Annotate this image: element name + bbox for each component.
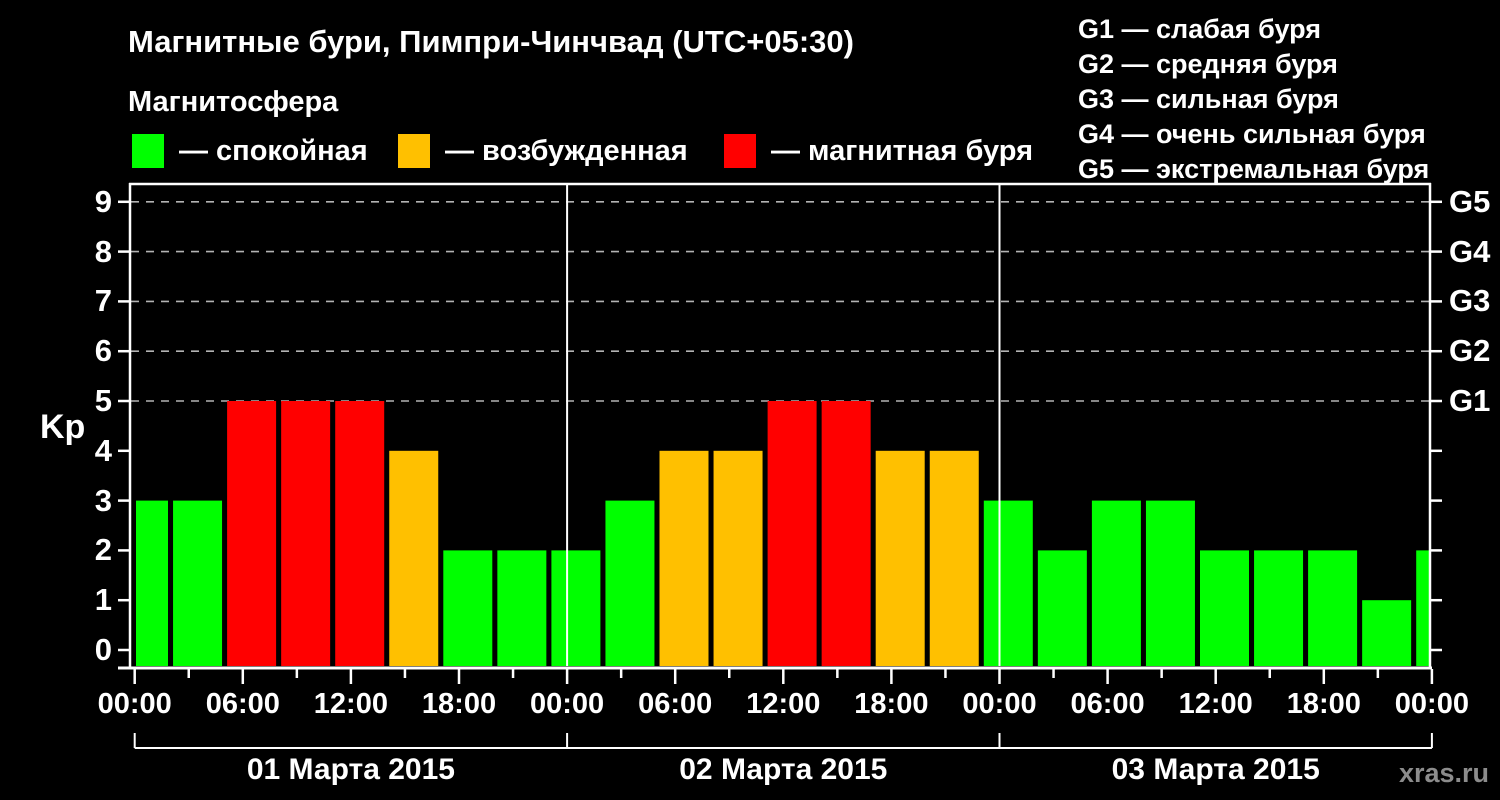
kp-bar [1254,550,1304,666]
g4-legend-line: G4 — очень сильная буря [1078,119,1426,149]
kp-bar [281,401,331,666]
kp-bar [551,550,601,666]
kp-bar [1416,550,1430,666]
legend-item-active: — возбужденная [398,133,688,169]
g-scale-legend: G1 — слабая буря G2 — средняя буря G3 — … [1078,12,1429,187]
quiet-color-swatch [132,134,164,168]
kp-bar [227,401,277,666]
kp-bar [1037,550,1087,666]
g1-legend-line: G1 — слабая буря [1078,14,1322,44]
kp-bar [1091,500,1141,666]
kp-bar [605,500,655,666]
active-color-swatch [398,134,430,168]
kp-bar [1362,600,1412,666]
legend-title: Магнитосфера [128,86,339,118]
g3-legend-line: G3 — сильная буря [1078,84,1339,114]
kp-bar [983,500,1033,666]
g5-legend-line: G5 — экстремальная буря [1078,154,1430,184]
legend-item-storm: — магнитная буря [724,133,1033,169]
kp-bar [1308,550,1358,666]
kp-bar [659,450,709,666]
kp-bar [497,550,547,666]
kp-bar [767,401,817,666]
kp-bar [821,401,871,666]
kp-bar [443,550,493,666]
y-axis-label: Kp [40,408,86,446]
storm-color-swatch [724,134,756,168]
legend-label-active: — возбужденная [445,134,688,167]
g2-legend-line: G2 — средняя буря [1078,49,1338,79]
kp-bar [929,450,979,666]
kp-bar [173,500,223,666]
kp-bar [136,500,168,666]
chart-title: Магнитные бури, Пимпри-Чинчвад (UTC+05:3… [128,24,854,59]
legend-label-quiet: — спокойная [179,134,368,167]
legend-label-storm: — магнитная буря [771,134,1034,167]
kp-bar [1145,500,1195,666]
kp-bar [335,401,385,666]
kp-bar [1200,550,1249,666]
watermark: xras.ru [1398,758,1489,788]
kp-bar [713,450,763,666]
kp-bar [875,450,925,666]
legend-item-quiet: — спокойная [132,133,368,169]
kp-bar [389,450,439,666]
